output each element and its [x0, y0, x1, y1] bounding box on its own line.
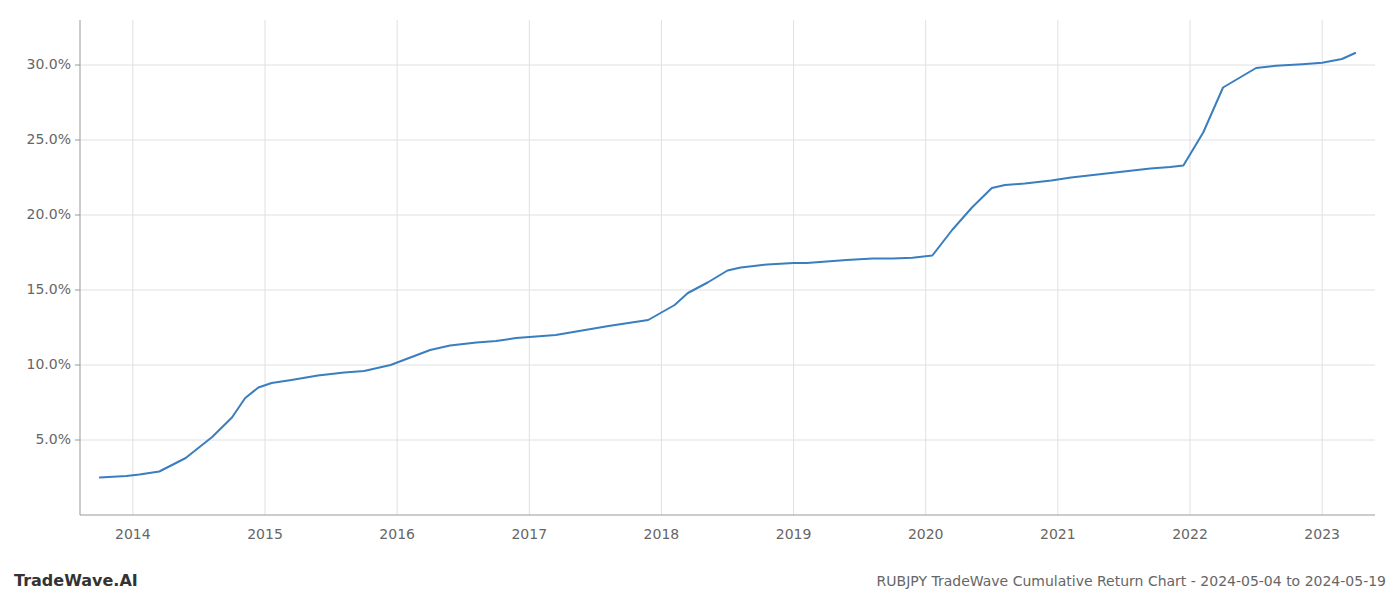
tick-y — [75, 215, 80, 216]
tick-label-y: 25.0% — [27, 131, 71, 147]
grid-line-x — [1190, 20, 1191, 515]
plot-area — [100, 53, 1355, 478]
tick-label-x: 2019 — [776, 526, 812, 542]
tick-label-x: 2020 — [908, 526, 944, 542]
watermark: TradeWave.AI — [14, 571, 138, 590]
tick-label-x: 2021 — [1040, 526, 1076, 542]
title: RUBJPY TradeWave Cumulative Return Chart… — [877, 573, 1386, 589]
tick-label-x: 2018 — [644, 526, 680, 542]
tick-label-y: 15.0% — [27, 281, 71, 297]
grid — [80, 20, 1375, 515]
axis-line-x — [80, 515, 1375, 516]
grid-line-x — [661, 20, 662, 515]
grid-line-x — [265, 20, 266, 515]
tick-label-y: 30.0% — [27, 56, 71, 72]
grid-line-x — [925, 20, 926, 515]
grid-line-x — [1322, 20, 1323, 515]
grid-line-y — [80, 365, 1375, 366]
tick-label-y: 10.0% — [27, 356, 71, 372]
axes: 5.0% 10.0% 15.0% 20.0% 25.0% 30.0% 2014 2015 201… — [27, 20, 1375, 542]
line — [100, 53, 1355, 478]
tick-label-x: 2017 — [511, 526, 547, 542]
tick-label-y: 20.0% — [27, 206, 71, 222]
tick-y — [75, 440, 80, 441]
tick-label-x: 2016 — [379, 526, 415, 542]
tick-label-x: 2015 — [247, 526, 283, 542]
grid-line-y — [80, 440, 1375, 441]
grid-line-y — [80, 290, 1375, 291]
tick-y — [75, 140, 80, 141]
grid-line-x — [132, 20, 133, 515]
grid-line-y — [80, 140, 1375, 141]
grid-line-x — [1057, 20, 1058, 515]
grid-line-x — [793, 20, 794, 515]
tick-y — [75, 365, 80, 366]
tick-label-x: 2014 — [115, 526, 151, 542]
axis-line-y — [80, 20, 81, 515]
tick-label-x: 2023 — [1304, 526, 1340, 542]
tick-y — [75, 290, 80, 291]
grid-line-x — [397, 20, 398, 515]
grid-line-y — [80, 215, 1375, 216]
tick-label-y: 5.0% — [35, 431, 71, 447]
grid-line-y — [80, 65, 1375, 66]
grid-line-x — [529, 20, 530, 515]
tick-label-x: 2022 — [1172, 526, 1208, 542]
tick-y — [75, 65, 80, 66]
chart: 5.0% 10.0% 15.0% 20.0% 25.0% 30.0% 2014 2015 201… — [0, 0, 1400, 600]
